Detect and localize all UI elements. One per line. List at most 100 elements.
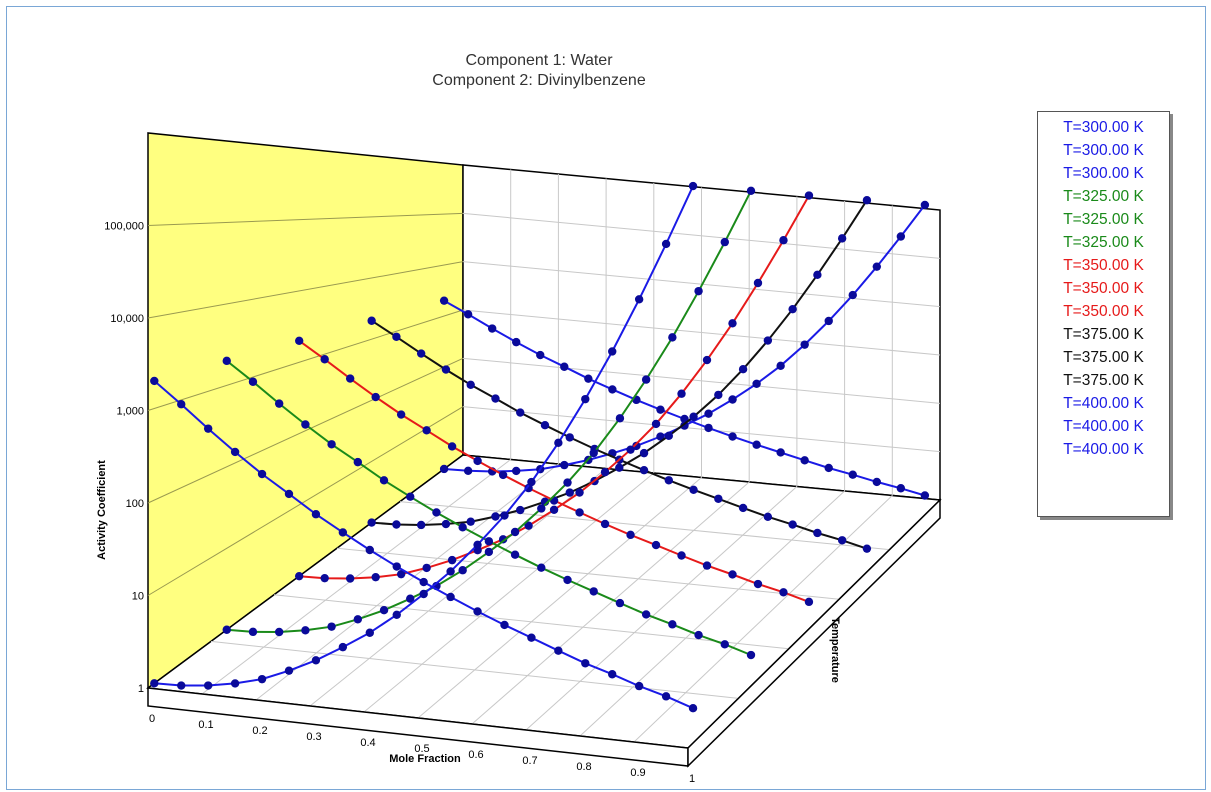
floor-grid-line <box>363 472 655 713</box>
data-point <box>406 492 415 501</box>
data-point <box>487 324 497 333</box>
data-point <box>589 587 598 596</box>
data-point <box>473 540 482 550</box>
data-point <box>776 361 785 371</box>
data-point <box>422 563 431 573</box>
data-point <box>301 626 310 635</box>
data-point <box>753 278 763 288</box>
y-tick-label: 10 <box>132 591 144 603</box>
side-grid-line <box>147 357 464 504</box>
floor-grid-line <box>417 477 702 719</box>
data-point <box>446 592 455 602</box>
side-grid-line <box>147 406 464 596</box>
data-point <box>704 423 713 433</box>
data-point <box>419 589 428 599</box>
data-point <box>641 610 651 619</box>
data-point <box>560 460 569 470</box>
floor-grid-line <box>336 547 840 600</box>
data-point <box>257 469 267 479</box>
legend-entry: T=325.00 K <box>1063 188 1144 205</box>
x-tick-label: 0.8 <box>576 761 591 773</box>
data-point <box>565 488 574 497</box>
data-point <box>441 519 451 529</box>
data-point <box>738 503 748 513</box>
data-point <box>813 270 822 280</box>
back-grid-line <box>462 406 941 453</box>
data-point <box>536 350 545 360</box>
x-tick-label: 0 <box>149 713 155 725</box>
x-tick-label: 0.2 <box>252 725 267 737</box>
data-point <box>728 319 737 328</box>
data-point <box>516 505 525 515</box>
data-point <box>804 597 814 607</box>
data-point <box>641 375 651 384</box>
data-point <box>512 337 521 347</box>
chart-legend: T=300.00 K T=300.00 K T=300.00 K T=325.00 K… <box>1037 111 1170 517</box>
data-point <box>615 463 624 472</box>
data-point <box>714 390 723 400</box>
data-point <box>510 550 520 559</box>
data-point <box>353 457 363 467</box>
data-point <box>301 420 310 429</box>
data-point <box>150 679 159 688</box>
data-point <box>896 232 906 241</box>
x-tick-label: 1 <box>689 773 695 785</box>
data-point <box>419 577 428 587</box>
data-point <box>365 628 374 637</box>
data-point <box>584 374 593 383</box>
data-point <box>824 463 833 473</box>
data-point <box>177 681 186 690</box>
data-point <box>274 627 284 637</box>
data-point <box>720 640 729 649</box>
data-point <box>392 562 401 571</box>
data-point <box>788 304 797 314</box>
data-point <box>581 394 590 404</box>
data-point <box>688 181 698 191</box>
data-point <box>615 598 625 608</box>
data-point <box>473 456 482 466</box>
legend-entry: T=325.00 K <box>1063 211 1144 228</box>
data-point <box>345 574 355 583</box>
data-point <box>416 520 426 530</box>
data-point <box>439 464 449 474</box>
data-point <box>779 588 788 597</box>
data-point <box>694 286 703 296</box>
data-point <box>379 476 389 485</box>
data-point <box>714 494 723 503</box>
data-point <box>396 569 406 579</box>
legend-entry: T=300.00 K <box>1063 119 1144 136</box>
data-point <box>837 234 847 243</box>
data-point <box>463 310 473 319</box>
y-tick-label: 100,000 <box>104 221 144 233</box>
data-point <box>447 555 457 565</box>
floor-grid-line <box>201 459 512 695</box>
legend-entry: T=375.00 K <box>1063 349 1144 366</box>
x-tick-label: 0.1 <box>198 719 213 731</box>
x-axis-label: Mole Fraction <box>389 753 461 765</box>
data-point <box>651 540 661 550</box>
data-point <box>527 633 536 642</box>
data-point <box>746 650 756 660</box>
data-point <box>396 410 406 419</box>
data-point <box>540 420 550 430</box>
data-point <box>788 520 797 529</box>
data-point <box>439 296 449 305</box>
legend-entry: T=350.00 K <box>1063 257 1144 274</box>
data-point <box>463 466 473 476</box>
back-grid-line <box>462 309 941 356</box>
data-point <box>498 535 508 544</box>
data-point <box>800 456 809 465</box>
data-point <box>689 412 698 421</box>
data-point <box>274 399 284 408</box>
data-point <box>746 186 756 196</box>
data-point <box>565 433 574 442</box>
data-point <box>848 470 857 479</box>
data-point <box>639 465 649 475</box>
data-point <box>668 333 677 342</box>
data-point <box>600 467 610 477</box>
data-point <box>422 426 431 435</box>
data-point <box>720 237 729 247</box>
data-point <box>920 200 930 210</box>
data-point <box>150 376 159 386</box>
data-point <box>563 575 572 585</box>
